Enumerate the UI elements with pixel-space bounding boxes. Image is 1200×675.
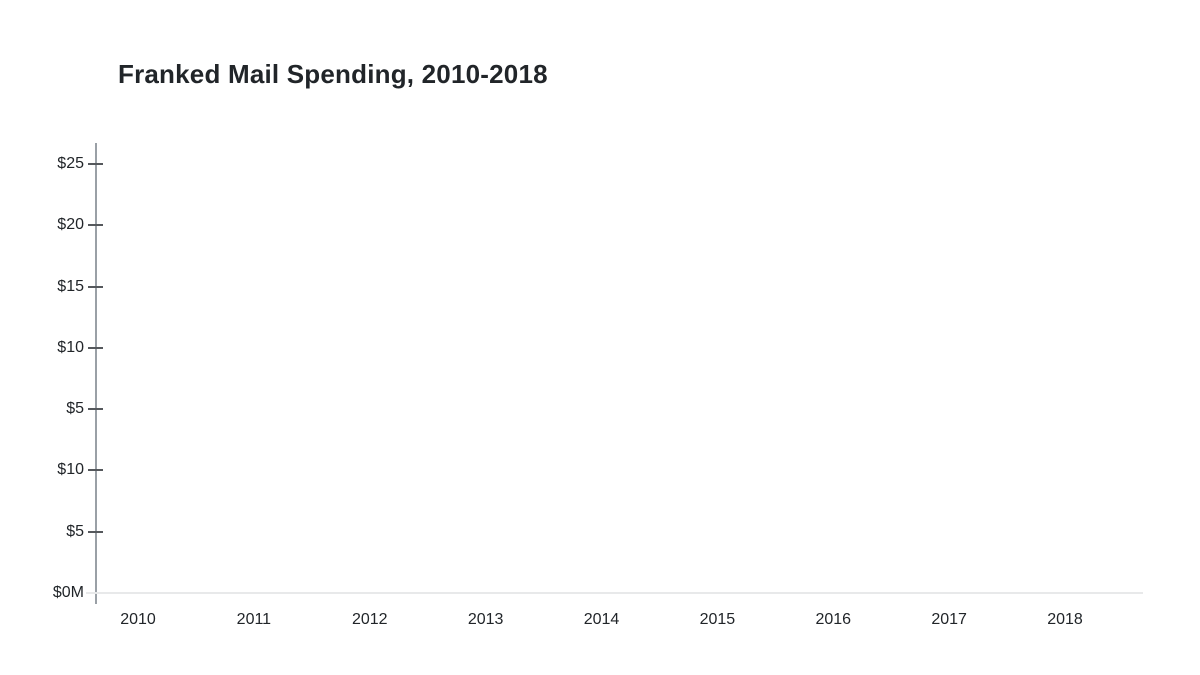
x-tick-label: 2010 bbox=[120, 611, 156, 628]
y-tick-label: $25 bbox=[57, 155, 84, 172]
y-tick-label: $10 bbox=[57, 461, 84, 479]
x-tick-label: 2016 bbox=[815, 611, 852, 628]
x-tick-label: 2015 bbox=[699, 611, 736, 628]
x-tick-label: 2014 bbox=[583, 611, 620, 628]
x-tick-label: 2012 bbox=[351, 611, 388, 628]
y-tick-label: $5 bbox=[66, 400, 84, 418]
y-tick-mark bbox=[88, 224, 103, 227]
x-tick-label: 2018 bbox=[1047, 611, 1083, 628]
y-tick-label: $20 bbox=[57, 216, 84, 234]
y-tick-label: $5 bbox=[66, 522, 84, 540]
y-tick-label: $10 bbox=[57, 338, 84, 356]
y-tick-mark bbox=[88, 469, 103, 472]
x-tick-label: 2011 bbox=[236, 611, 272, 628]
y-tick-mark bbox=[88, 285, 103, 288]
y-axis-line bbox=[95, 143, 97, 604]
x-tick-label: 2013 bbox=[467, 611, 504, 628]
y-tick-mark bbox=[88, 346, 103, 349]
y-tick-mark bbox=[88, 408, 103, 411]
x-axis-baseline bbox=[86, 592, 1143, 594]
y-tick-label: $0M bbox=[52, 584, 84, 602]
y-tick-mark bbox=[88, 163, 103, 165]
x-tick-label: 2017 bbox=[931, 611, 967, 628]
chart-title: Franked Mail Spending, 2010-2018 bbox=[118, 59, 548, 89]
y-tick-mark bbox=[88, 530, 103, 533]
y-tick-label: $15 bbox=[57, 277, 84, 295]
